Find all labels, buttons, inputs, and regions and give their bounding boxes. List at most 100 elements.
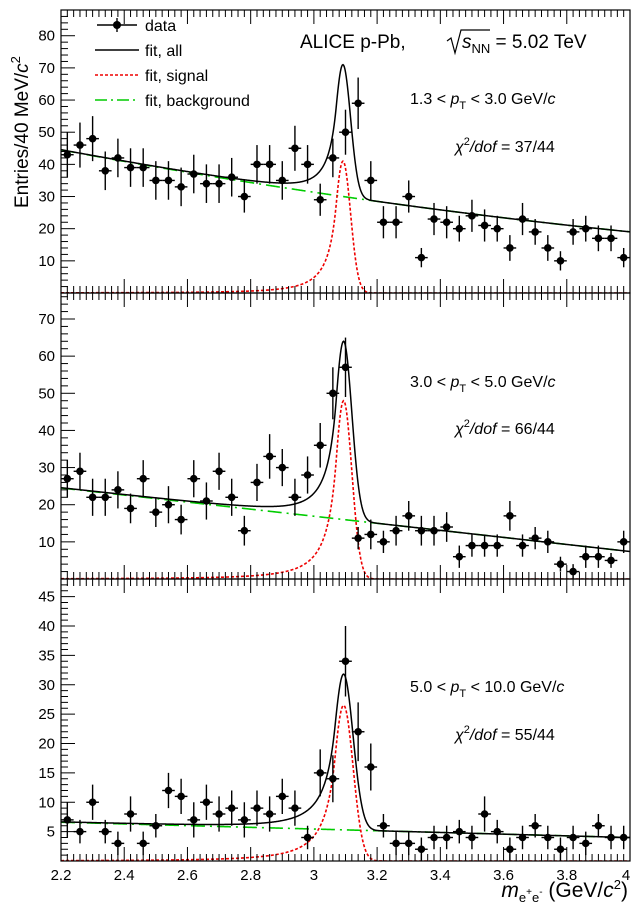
panel-3-data-point [174, 778, 188, 814]
panel-3-y-tick-label: 40 [38, 618, 55, 635]
panel-2-points [61, 337, 630, 579]
panel-3-data-point [566, 825, 580, 850]
x-tick-label: 2.2 [51, 867, 72, 884]
panel-2-data-point [592, 545, 605, 568]
panel-2-data-point [238, 515, 251, 546]
panel-3-data-point [250, 790, 264, 826]
panel-1-data-point [427, 202, 441, 236]
panel-2-data-point [200, 482, 213, 520]
panel-1-data-point [73, 122, 87, 168]
panel-1-data-point [111, 138, 125, 178]
panel-2-y-tick-label: 20 [38, 497, 55, 514]
panel-1-data-point [554, 251, 567, 271]
panel-1-data-point [478, 209, 491, 242]
x-tick-label: 2.8 [240, 867, 261, 884]
panel-2-data-point [187, 460, 201, 498]
panel-1-data-point [351, 77, 365, 129]
svg-text:fit, all: fit, all [145, 43, 182, 60]
panel-3-data-point [149, 814, 163, 838]
panel-3-data-point [212, 796, 226, 832]
panel-3-data-point [604, 825, 618, 850]
panel-2-data-point [402, 501, 416, 531]
panel-3-data-point [339, 626, 352, 697]
panel-2-data-point [465, 534, 479, 557]
panel-3-y-tick-label: 25 [38, 706, 55, 723]
panel-1-data-point [503, 235, 517, 261]
panel-2-y-tick-label: 70 [38, 311, 55, 328]
panel-3-data-point [503, 837, 517, 861]
x-tick-label: 3 [310, 867, 318, 884]
panel-1-points [61, 77, 630, 271]
panel-1-y-tick-label: 80 [38, 28, 55, 45]
x-tick-label: 3.4 [430, 867, 451, 884]
panel-3-data-point [238, 802, 251, 838]
panel-2-data-point [478, 534, 491, 557]
panel-1-data-point [174, 167, 188, 207]
panel-2-data-point [263, 434, 276, 479]
panel-3-data-point [364, 743, 378, 791]
panel-2-pt-range: 3.0 < pT < 5.0 GeV/c [410, 374, 556, 395]
x-tick-labels: 2.2 2.4 2.6 2.8 3 3.2 3.4 3.6 3.8 4 [51, 867, 631, 884]
panel-2-data-point [250, 463, 264, 501]
panel-3-data-point [326, 755, 340, 803]
panel-1-data-point [364, 161, 378, 200]
panel-1-y-tick-label: 70 [38, 60, 55, 77]
panel-3-data-point [275, 778, 289, 814]
panel-1-chi2: χ2/dof = 37/44 [453, 136, 555, 156]
x-axis-title: me+e- (GeV/c2) [501, 877, 628, 905]
panel-2-axes [60, 292, 631, 580]
panel-1-data-point [339, 109, 352, 155]
panel-1-data-point [162, 161, 175, 200]
legend: data fit, all fit, signal fit, backgroun… [95, 18, 250, 110]
panel-2-data-point [288, 478, 302, 516]
svg-text:fit, background: fit, background [145, 93, 250, 110]
legend-entry-fit-all: fit, all [95, 43, 182, 60]
experiment-label: ALICE p-Pb, [300, 32, 406, 53]
panel-3-curves [61, 673, 630, 861]
panel-3-pt-range: 5.0 < pT < 10.0 GeV/c [410, 679, 564, 700]
panel-2-data-point [427, 515, 441, 546]
panel-2-chi2: χ2/dof = 66/44 [453, 418, 555, 438]
panel-2-data-point [541, 530, 555, 553]
panel-3-data-point [592, 814, 605, 838]
panel-3-y-tick-label: 10 [38, 794, 55, 811]
panel-3-data-point [389, 831, 403, 856]
panel-3-data-point [478, 796, 491, 832]
panel-3-y-tick-label: 45 [38, 589, 55, 606]
panel-1-data-point [516, 202, 529, 236]
panel-2-y-tick-label: 50 [38, 385, 55, 402]
x-tick-label: 4 [622, 867, 630, 884]
panel-1-data-point [86, 116, 99, 162]
panel-3-data-point [377, 814, 390, 838]
panel-3-data-point [98, 819, 112, 844]
panel-2-data-point [149, 497, 163, 527]
panel-3-data-point [452, 819, 466, 844]
panel-2-data-point [377, 530, 390, 553]
panel-1-data-point [415, 247, 428, 268]
panel-2-data-point [389, 515, 403, 546]
panel-1-data-point [61, 132, 74, 178]
panel-2-data-point [617, 530, 630, 553]
panel-1-data-point [301, 145, 314, 184]
panel-2-data-point [225, 478, 239, 516]
panel-3-data-point [263, 796, 276, 832]
svg-text:data: data [145, 18, 176, 35]
panel-1-data-point [592, 225, 605, 252]
panel-3-data-point [124, 796, 137, 832]
panel-1-data-point [490, 215, 504, 242]
panel-3-frame [60, 578, 631, 862]
panel-2-data-point [415, 515, 428, 546]
panel-2-data-point [73, 452, 87, 490]
panel-1-data-point [98, 151, 112, 191]
panel-3-data-point [617, 825, 630, 850]
panel-3-data-point [351, 702, 365, 762]
panel-1: 10 20 30 40 50 60 70 80 1.3 < pT < 3.0 GeV/c χ2… [38, 9, 631, 294]
panel-3-axes [60, 578, 631, 862]
panel-2-y-tick-label: 10 [38, 534, 55, 551]
panel-2-data-point [174, 504, 188, 535]
panel-1-y-tick-label: 40 [38, 156, 55, 173]
panel-2-yticks: 10 20 30 40 50 60 70 [38, 296, 75, 580]
panel-3-data-point [541, 825, 555, 850]
panel-3-data-point [313, 749, 327, 797]
